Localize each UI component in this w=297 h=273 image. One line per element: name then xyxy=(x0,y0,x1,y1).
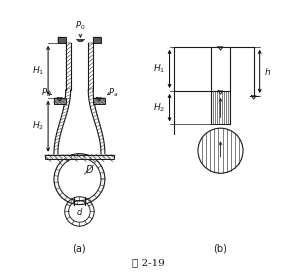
Bar xyxy=(93,98,105,104)
Text: (b): (b) xyxy=(214,244,228,254)
Circle shape xyxy=(54,154,105,204)
Circle shape xyxy=(58,158,101,201)
Bar xyxy=(58,37,66,43)
Bar xyxy=(45,155,114,159)
Text: $P_a$: $P_a$ xyxy=(108,87,118,99)
Text: $H_1$: $H_1$ xyxy=(153,63,166,75)
Text: $h$: $h$ xyxy=(264,66,271,77)
Text: 图 2-19: 图 2-19 xyxy=(132,258,165,267)
Text: $P_a$: $P_a$ xyxy=(41,87,51,99)
Text: $P_0$: $P_0$ xyxy=(75,20,86,32)
Text: $d$: $d$ xyxy=(76,206,83,217)
Text: $D$: $D$ xyxy=(85,163,94,175)
Bar xyxy=(211,91,230,124)
Bar xyxy=(93,37,101,43)
Bar xyxy=(54,98,66,104)
Text: (a): (a) xyxy=(73,244,86,254)
Text: $H_2$: $H_2$ xyxy=(32,120,44,132)
Text: $H_2$: $H_2$ xyxy=(154,101,166,114)
Text: $H_1$: $H_1$ xyxy=(32,64,44,77)
